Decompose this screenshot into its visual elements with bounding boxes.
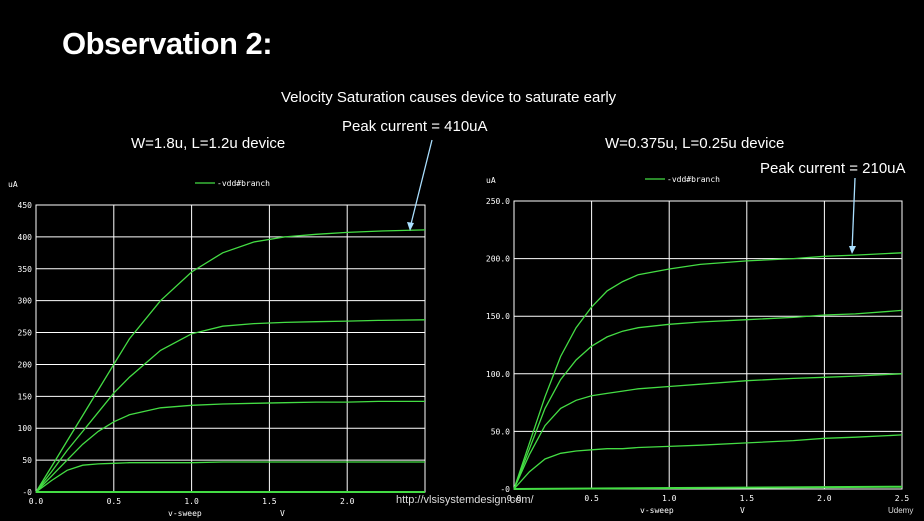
x-tick-label: 1.5 [262,497,277,506]
y-tick-label: 250 [18,329,33,338]
y-tick-label: 400 [18,233,33,242]
plot-frame [35,204,426,493]
x-tick-label: 1.0 [184,497,199,506]
series-line [513,252,903,490]
y-tick-label: 100.0 [486,370,510,379]
series-line [513,309,903,490]
left-peak-arrowhead [407,222,414,231]
y-tick-label: 50 [22,456,32,465]
legend-label: -vdd#branch [217,179,270,188]
y-tick-label: 200 [18,360,33,369]
series-line [35,229,426,493]
series-line [513,485,903,490]
x-tick-label: 0.5 [584,494,599,503]
y-tick-label: -0 [500,485,510,494]
y-tick-label: 50.0 [491,427,510,436]
slide-title: Observation 2: [62,26,273,61]
x-tick-label: 0.0 [29,497,44,506]
series-line [35,319,426,493]
right-peak-arrow [851,177,856,252]
slide-subtitle: Velocity Saturation causes device to sat… [281,89,617,106]
series-line [513,373,903,490]
x-tick-label: 2.0 [817,494,832,503]
x-tick-label: 2.5 [895,494,910,503]
y-tick-label: 100 [18,424,33,433]
series-line [35,400,425,493]
x-axis-unit: V [280,509,285,518]
left-peak-arrow [409,139,433,229]
x-tick-label: 2.0 [340,497,355,506]
series-line [35,461,425,493]
y-tick-label: 150.0 [486,312,510,321]
left-peak-annotation: Peak current = 410uA [342,118,488,135]
udemy-logo: Udemy [888,506,914,515]
x-axis-unit: V [740,506,745,515]
website-url: http://vlsisystemdesign.com/ [396,494,534,506]
x-tick-label: 1.0 [662,494,677,503]
left-chart: 0.0 0.5 1.0 1.5 2.0 -0 50 100 150 200 250 300 350 400… [8,179,426,518]
plot-frame [513,200,903,490]
right-peak-arrowhead [849,246,856,254]
y-tick-label: 450 [18,201,33,210]
right-peak-annotation: Peak current = 210uA [760,160,906,177]
x-tick-label: 1.5 [740,494,755,503]
series-line [513,434,903,490]
x-tick-label: 0.0 [507,494,522,503]
y-tick-label: 250.0 [486,197,510,206]
y-tick-label: 350 [18,265,33,274]
y-tick-label: 300 [18,297,33,306]
x-axis-label: v-sweep [168,509,202,518]
right-device-label: W=0.375u, L=0.25u device [605,135,785,152]
y-tick-label: 150 [18,392,33,401]
y-unit-label: uA [8,180,18,189]
left-device-label: W=1.8u, L=1.2u device [131,135,286,152]
right-chart: 0.0 0.5 1.0 1.5 2.0 2.5 -0 50.0 100.0 150.0 200.0 2… [486,175,910,515]
x-tick-label: 0.5 [107,497,122,506]
x-axis-label: v-sweep [640,506,674,515]
y-tick-label: -0 [22,488,32,497]
y-tick-label: 200.0 [486,255,510,264]
y-unit-label: uA [486,176,496,185]
legend-label: -vdd#branch [667,175,720,184]
